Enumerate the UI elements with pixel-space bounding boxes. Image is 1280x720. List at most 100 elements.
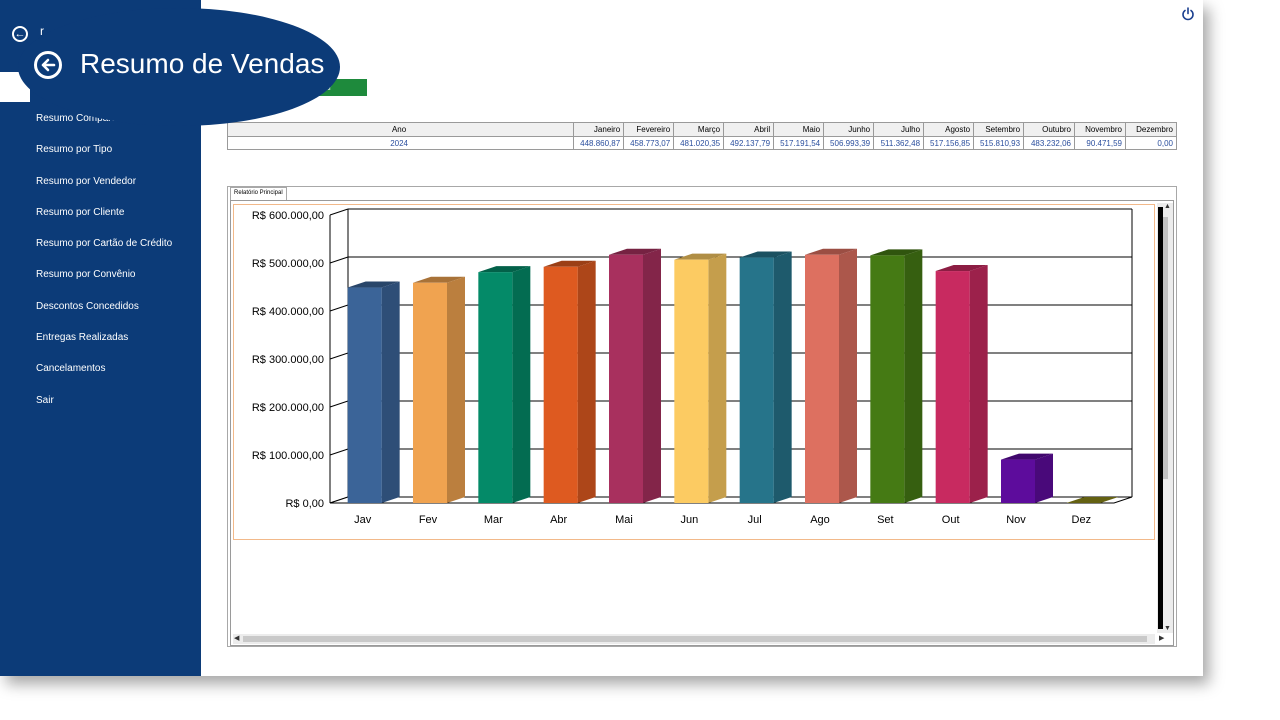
- power-icon[interactable]: [1181, 7, 1195, 21]
- bar-side: [577, 260, 596, 503]
- y-tick-label: R$ 300.000,00: [252, 354, 324, 366]
- bar-top: [805, 248, 857, 255]
- y-tick-label: R$ 100.000,00: [252, 450, 324, 462]
- bar-side: [969, 265, 988, 503]
- bar-top: [674, 253, 727, 260]
- sidebar-item-sair[interactable]: Sair: [36, 394, 54, 406]
- bar-top: [1066, 497, 1119, 503]
- header-abril[interactable]: Abril: [723, 122, 775, 137]
- header-junho[interactable]: Junho: [823, 122, 875, 137]
- bar: [347, 287, 382, 503]
- report-viewer: R$ 0,00 R$ 100.000,00 R$ 200.000,00 R$ 300.…: [230, 200, 1174, 646]
- table-row[interactable]: 2024 448.860,87 458.773,07 481.020,35 49…: [226, 136, 1178, 150]
- header-outubro[interactable]: Outubro: [1023, 122, 1075, 137]
- sidebar-item-resumo-por-tipo[interactable]: Resumo por Tipo: [36, 144, 113, 156]
- cell-novembro: 90.471,59: [1074, 136, 1126, 150]
- title-bubble: [18, 8, 340, 126]
- header-janeiro[interactable]: Janeiro: [573, 122, 625, 137]
- sidebar-header-letter: r: [40, 24, 44, 38]
- cell-marco: 481.020,35: [673, 136, 725, 150]
- scroll-right-icon[interactable]: ▶: [1159, 635, 1165, 642]
- x-tick-label: Abr: [550, 514, 567, 526]
- cell-agosto: 517.156,85: [923, 136, 975, 150]
- sidebar-item-descontos[interactable]: Descontos Concedidos: [36, 300, 139, 312]
- sidebar-item-resumo-comparativo[interactable]: Resumo Compara...: [36, 113, 126, 124]
- bar-top: [543, 260, 596, 267]
- bar: [1001, 459, 1035, 503]
- tab-relatorio-principal[interactable]: Relatório Principal: [230, 187, 287, 200]
- scroll-up-icon[interactable]: ▲: [1164, 203, 1171, 210]
- sidebar-menu: Resumo Compara... Resumo por Tipo Resumo…: [36, 112, 172, 425]
- y-tick-label: R$ 0,00: [285, 498, 324, 510]
- sidebar-item-entregas[interactable]: Entregas Realizadas: [36, 332, 129, 344]
- cell-julho: 511.362,48: [873, 136, 925, 150]
- cell-junho: 506.993,39: [823, 136, 875, 150]
- x-tick-label: Jav: [354, 514, 372, 526]
- gridline-side: [329, 400, 349, 408]
- header-novembro[interactable]: Novembro: [1074, 122, 1126, 137]
- sidebar-item-resumo-por-vendedor[interactable]: Resumo por Vendedor: [36, 175, 137, 187]
- bar-side: [643, 248, 661, 503]
- horizontal-scrollbar[interactable]: [233, 634, 1155, 644]
- back-icon[interactable]: ←: [12, 26, 28, 42]
- page-edge-line: [1158, 207, 1163, 629]
- scroll-down-icon[interactable]: ▼: [1164, 625, 1171, 632]
- bar: [870, 255, 905, 503]
- header-marco[interactable]: Março: [673, 122, 725, 137]
- header-agosto[interactable]: Agosto: [923, 122, 975, 137]
- bar-top: [413, 276, 465, 283]
- sidebar-item-resumo-por-cliente[interactable]: Resumo por Cliente: [36, 206, 125, 218]
- cell-janeiro: 448.860,87: [573, 136, 625, 150]
- x-tick-label: Mai: [615, 514, 633, 526]
- y-tick-label: R$ 200.000,00: [252, 402, 324, 414]
- bar: [805, 254, 839, 503]
- x-tick-label: Set: [877, 514, 894, 526]
- bar-top: [1001, 453, 1053, 460]
- x-tick-label: Ago: [810, 514, 830, 526]
- vertical-scroll-thumb[interactable]: [1162, 217, 1168, 479]
- header-setembro[interactable]: Setembro: [973, 122, 1025, 137]
- chart-floor: [329, 496, 1133, 504]
- x-tick-label: Jul: [748, 514, 762, 526]
- header-ano[interactable]: Ano: [226, 122, 575, 137]
- page-title: Resumo de Vendas: [80, 48, 325, 79]
- cell-fevereiro: 458.773,07: [623, 136, 675, 150]
- header-dezembro[interactable]: Dezembro: [1124, 122, 1178, 137]
- gridline-side: [329, 352, 349, 360]
- bar: [478, 272, 513, 503]
- bar: [413, 282, 447, 503]
- gridline-side: [329, 448, 349, 456]
- bar-side: [1035, 453, 1053, 503]
- bar-top: [739, 251, 792, 258]
- x-tick-label: Dez: [1072, 514, 1092, 526]
- sidebar-item-cancelamentos[interactable]: Cancelamentos: [36, 363, 106, 375]
- bar: [543, 266, 578, 503]
- gridline-side: [329, 208, 349, 216]
- cell-setembro: 515.810,93: [973, 136, 1025, 150]
- sales-summary-table: Ano Janeiro Fevereiro Março Abril Maio J…: [226, 122, 1178, 150]
- bar-side: [512, 266, 531, 503]
- table-header-row: Ano Janeiro Fevereiro Março Abril Maio J…: [226, 122, 1178, 137]
- bar-top: [935, 265, 988, 272]
- cell-dezembro: 0,00: [1124, 136, 1178, 150]
- bar-top: [347, 281, 400, 288]
- header-fevereiro[interactable]: Fevereiro: [623, 122, 675, 137]
- bar-top: [870, 249, 923, 256]
- x-tick-label: Out: [942, 514, 960, 526]
- sidebar-item-resumo-por-cartao[interactable]: Resumo por Cartão de Crédito: [36, 238, 173, 250]
- header-maio[interactable]: Maio: [773, 122, 825, 137]
- cell-abril: 492.137,79: [723, 136, 775, 150]
- y-tick-label: R$ 400.000,00: [252, 306, 324, 318]
- scroll-left-icon[interactable]: ◀: [234, 635, 240, 642]
- back-arrow-icon[interactable]: [34, 51, 62, 79]
- header-julho[interactable]: Julho: [873, 122, 925, 137]
- bar-side: [381, 281, 400, 503]
- x-tick-label: Jun: [680, 514, 698, 526]
- bar-side: [708, 253, 727, 503]
- sidebar-item-resumo-por-convenio[interactable]: Resumo por Convênio: [36, 269, 136, 281]
- bar-top: [609, 248, 661, 255]
- bar: [739, 257, 774, 503]
- horizontal-scroll-thumb[interactable]: [243, 636, 1147, 642]
- x-tick-label: Fev: [419, 514, 438, 526]
- bar-side: [773, 251, 792, 503]
